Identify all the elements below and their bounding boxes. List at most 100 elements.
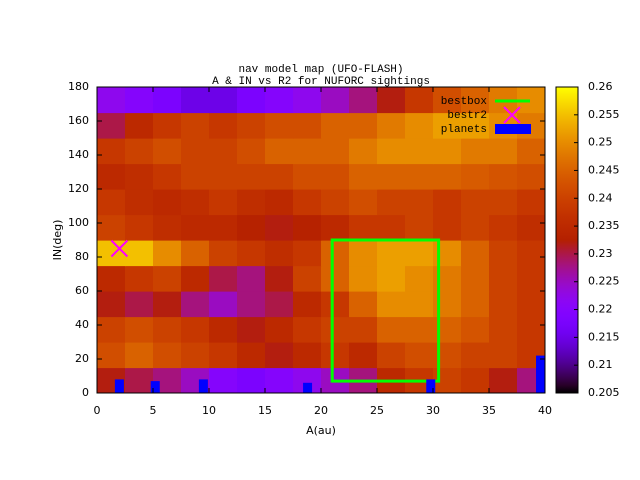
- heat-cell: [349, 342, 378, 369]
- y-tick-label: 140: [68, 148, 89, 161]
- heat-cell: [377, 214, 406, 241]
- heat-cell: [181, 87, 210, 114]
- heat-cell: [265, 316, 294, 343]
- heat-cell: [153, 240, 182, 267]
- heat-cell: [461, 138, 490, 165]
- heat-cell: [321, 291, 350, 318]
- best-box: [330, 238, 441, 383]
- heat-cell: [405, 316, 434, 343]
- colorbar-tick-label: 0.21: [588, 358, 613, 371]
- planet-bar: [114, 379, 124, 393]
- heat-cell: [97, 163, 126, 190]
- heat-cell: [265, 138, 294, 165]
- heat-cell: [349, 265, 378, 292]
- heat-cell: [377, 87, 406, 114]
- heat-cell: [489, 316, 518, 343]
- heat-cell: [265, 240, 294, 267]
- heat-cell: [461, 265, 490, 292]
- heat-cell: [461, 316, 490, 343]
- heat-cell: [237, 342, 266, 369]
- heat-cell: [265, 112, 294, 139]
- heat-cell: [209, 367, 238, 393]
- heat-cell: [321, 189, 350, 216]
- heat-cell: [377, 189, 406, 216]
- heat-cell: [377, 163, 406, 190]
- heat-cell: [181, 138, 210, 165]
- heat-cell: [349, 138, 378, 165]
- x-tick-label: 20: [314, 404, 328, 417]
- planet-bar: [198, 379, 208, 393]
- heat-cell: [97, 342, 126, 369]
- heat-cell: [97, 240, 126, 267]
- heat-cell: [153, 112, 182, 139]
- heat-cell: [517, 163, 545, 190]
- x-tick-label: 30: [426, 404, 440, 417]
- heat-cell: [405, 112, 434, 139]
- heat-cell: [181, 316, 210, 343]
- heat-cell: [237, 316, 266, 343]
- heat-cell: [321, 316, 350, 343]
- heat-cell: [125, 367, 154, 393]
- planet-bar: [426, 379, 436, 393]
- heat-cell: [125, 87, 154, 114]
- y-axis-label: IN(deg): [51, 220, 64, 261]
- heat-cell: [377, 138, 406, 165]
- heat-cell: [265, 163, 294, 190]
- heat-cell: [153, 316, 182, 343]
- colorbar-tick-label: 0.235: [588, 219, 620, 232]
- x-axis-label: A(au): [306, 424, 336, 437]
- heat-cell: [153, 138, 182, 165]
- colorbar-tick-label: 0.23: [588, 247, 613, 260]
- y-tick-label: 40: [75, 318, 89, 331]
- heat-cell: [209, 138, 238, 165]
- heat-cell: [321, 87, 350, 114]
- heat-cell: [265, 367, 294, 393]
- heat-cell: [237, 87, 266, 114]
- x-tick-label: 15: [258, 404, 272, 417]
- heat-cell: [237, 265, 266, 292]
- heat-cell: [237, 240, 266, 267]
- heat-cell: [181, 189, 210, 216]
- y-tick-label: 80: [75, 250, 89, 263]
- heat-cell: [517, 138, 545, 165]
- heat-cell: [181, 265, 210, 292]
- heat-cell: [461, 367, 490, 393]
- heat-cell: [209, 87, 238, 114]
- heat-cell: [181, 240, 210, 267]
- heat-cell: [237, 138, 266, 165]
- heat-cell: [125, 342, 154, 369]
- colorbar-tick-label: 0.205: [588, 386, 620, 399]
- heat-cell: [405, 265, 434, 292]
- legend-label: bestr2: [447, 110, 487, 122]
- heat-cell: [237, 189, 266, 216]
- heat-cell: [517, 316, 545, 343]
- heat-cell: [349, 87, 378, 114]
- heat-cell: [489, 291, 518, 318]
- heat-cell: [405, 214, 434, 241]
- heat-cell: [293, 214, 322, 241]
- heat-cell: [209, 342, 238, 369]
- heat-cell: [377, 240, 406, 267]
- heat-cell: [209, 265, 238, 292]
- heat-cell: [321, 163, 350, 190]
- heat-cell: [517, 291, 545, 318]
- y-tick-label: 100: [68, 216, 89, 229]
- colorbar-tick-label: 0.225: [588, 275, 620, 288]
- heat-cell: [181, 214, 210, 241]
- heat-cell: [209, 291, 238, 318]
- heat-cell: [97, 87, 126, 114]
- y-tick-label: 180: [68, 80, 89, 93]
- y-tick-label: 160: [68, 114, 89, 127]
- colorbar-tick-label: 0.255: [588, 108, 620, 121]
- heat-cell: [433, 189, 462, 216]
- heat-cell: [349, 189, 378, 216]
- heat-cell: [349, 316, 378, 343]
- x-tick-label: 25: [370, 404, 384, 417]
- heat-cell: [209, 240, 238, 267]
- heat-cell: [293, 163, 322, 190]
- heat-cell: [265, 189, 294, 216]
- heat-cell: [489, 163, 518, 190]
- heat-cell: [461, 342, 490, 369]
- heat-cell: [209, 316, 238, 343]
- heat-cell: [209, 214, 238, 241]
